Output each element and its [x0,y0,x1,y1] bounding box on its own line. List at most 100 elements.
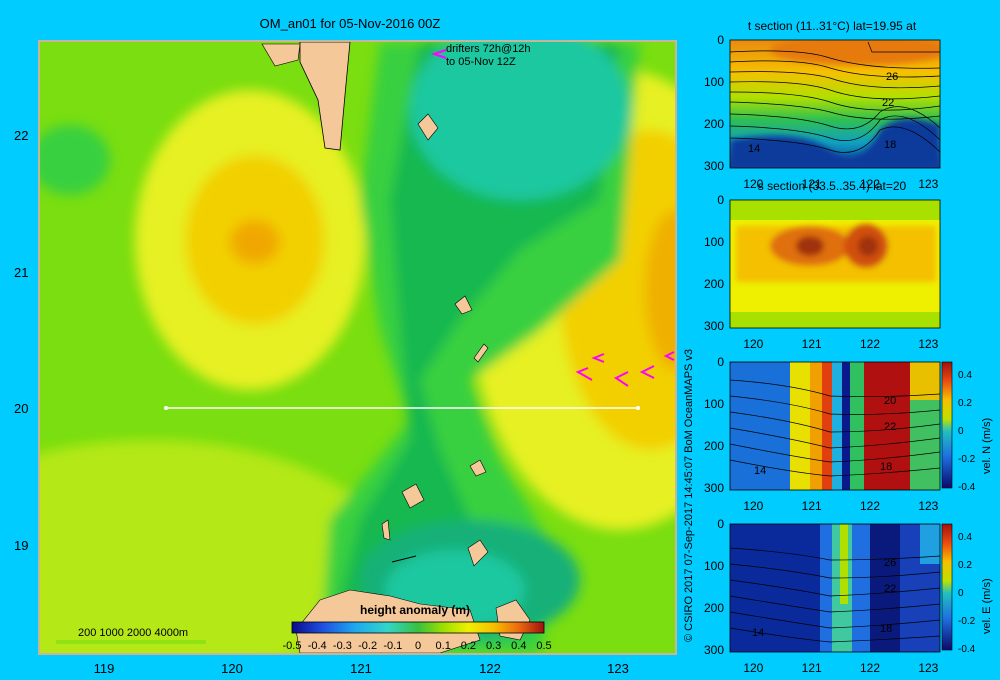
section-x-tick-label: 120 [743,499,763,513]
drifter-marker-legend [430,49,447,59]
svg-text:14: 14 [752,627,764,639]
colorbar-tick-label: -0.2 [358,640,377,652]
svg-text:18: 18 [880,623,892,635]
section-y-tick-label: 0 [717,355,724,369]
drifters-label-2: to 05-Nov 12Z [446,56,516,68]
colorbar-tick-label: 0.4 [511,640,526,652]
svg-text:14: 14 [754,465,766,477]
t-section-title: t section (11..31°C) lat=19.95 at [748,19,917,33]
x-tick-label: 120 [221,661,243,676]
section-y-tick-label: 300 [704,481,724,495]
velocity-colorbar-tick-label: 0.2 [958,398,972,409]
svg-text:20: 20 [884,395,896,407]
section-y-tick-label: 300 [704,643,724,657]
section-x-tick-label: 123 [918,337,938,351]
drifter-marker [591,353,605,363]
drifter-marker [614,371,629,387]
section-x-tick-label: 123 [918,177,938,191]
colorbar-title: height anomaly (m) [360,603,470,617]
drifter-tracks [430,49,675,387]
section-y-tick-label: 0 [717,33,724,47]
colorbar-tick-label: 0.2 [461,640,476,652]
section-x-tick-label: 122 [860,499,880,513]
velocity-colorbar-tick-label: 0.2 [958,560,972,571]
vel-n-colorbar [941,361,953,489]
section-y-tick-label: 200 [704,601,724,615]
credit-label: © CSIRO 2017 07-Sep-2017 14:45:07 BoM Oc… [683,349,695,642]
section-y-tick-label: 100 [704,559,724,573]
section-y-tick-label: 200 [704,439,724,453]
vel-e-colorbar-label: vel. E (m/s) [981,578,993,634]
section-x-tick-label: 123 [918,661,938,675]
section-x-tick-label: 121 [802,661,822,675]
section-x-tick-label: 120 [743,661,763,675]
section-y-tick-label: 100 [704,397,724,411]
svg-text:22: 22 [884,421,896,433]
colorbar-tick-label: 0.1 [436,640,451,652]
y-tick-label: 22 [14,128,28,143]
colorbar-tick-label: 0.3 [486,640,501,652]
section-y-tick-label: 0 [717,193,724,207]
svg-text:22: 22 [884,583,896,595]
drifter-marker [639,365,655,379]
section-y-tick-label: 200 [704,277,724,291]
velocity-colorbar-tick-label: -0.4 [958,482,976,493]
section-y-tick-label: 200 [704,117,724,131]
y-tick-label: 19 [14,538,28,553]
velocity-colorbar-tick-label: -0.2 [958,454,976,465]
colorbar-tick-label: 0 [415,640,421,652]
land-masses [261,42,531,653]
s-section-title: s section (33.5..35.4) lat=20 [758,179,907,193]
velocity-colorbar-tick-label: 0 [958,588,964,599]
x-tick-label: 121 [350,661,372,676]
height-colorbar: height anomaly (m) -0.5 -0.4 -0.3 -0.2 -0.1 0… [283,603,552,652]
colorbar-tick-label: -0.3 [333,640,352,652]
section-y-tick-label: 300 [704,319,724,333]
taiwan-coast [299,42,351,151]
colorbar-tick-label: -0.4 [308,640,327,652]
colorbar-tick-label: 0.5 [536,640,551,652]
section-x-tick-label: 122 [860,661,880,675]
velocity-colorbar-tick-label: -0.4 [958,644,976,655]
y-tick-label: 20 [14,401,28,416]
height-anomaly-field [40,42,675,653]
t-section-panel: 26 22 18 14 [729,39,941,169]
section-x-tick-label: 121 [802,499,822,513]
velocity-colorbar-tick-label: 0 [958,426,964,437]
section-y-tick-label: 0 [717,517,724,531]
velocity-colorbar-tick-label: 0.4 [958,370,972,381]
vel-n-panel: 20 22 18 14 [729,361,953,491]
section-y-tick-label: 100 [704,235,724,249]
colorbar-tick-label: -0.1 [383,640,402,652]
section-x-tick-label: 123 [918,499,938,513]
drifter-marker [575,367,593,381]
svg-text:18: 18 [884,139,896,151]
section-x-tick-label: 120 [743,177,763,191]
vel-e-panel: 26 22 18 14 [729,523,953,653]
section-x-tick-label: 122 [860,177,880,191]
svg-text:22: 22 [882,97,894,109]
velocity-colorbar-tick-label: 0.4 [958,532,972,543]
y-tick-label: 21 [14,265,28,280]
depth-legend: 200 1000 2000 4000m [78,627,188,639]
vel-e-colorbar [941,523,953,651]
section-y-tick-label: 300 [704,159,724,173]
x-tick-label: 122 [479,661,501,676]
drifter-marker [663,351,675,361]
svg-text:26: 26 [886,71,898,83]
velocity-colorbar-tick-label: -0.2 [958,616,976,627]
x-tick-label: 119 [94,661,115,676]
section-x-tick-label: 121 [802,177,822,191]
section-x-tick-label: 122 [860,337,880,351]
x-tick-label: 123 [607,661,629,676]
svg-text:26: 26 [884,557,896,569]
section-y-tick-label: 100 [704,75,724,89]
drifters-label-1: drifters 72h@12h [446,43,531,55]
section-x-tick-label: 121 [802,337,822,351]
map-title: OM_an01 for 05-Nov-2016 00Z [260,16,441,31]
vel-n-colorbar-label: vel. N (m/s) [981,418,993,474]
colorbar-tick-label: -0.5 [283,640,302,652]
svg-text:18: 18 [880,461,892,473]
